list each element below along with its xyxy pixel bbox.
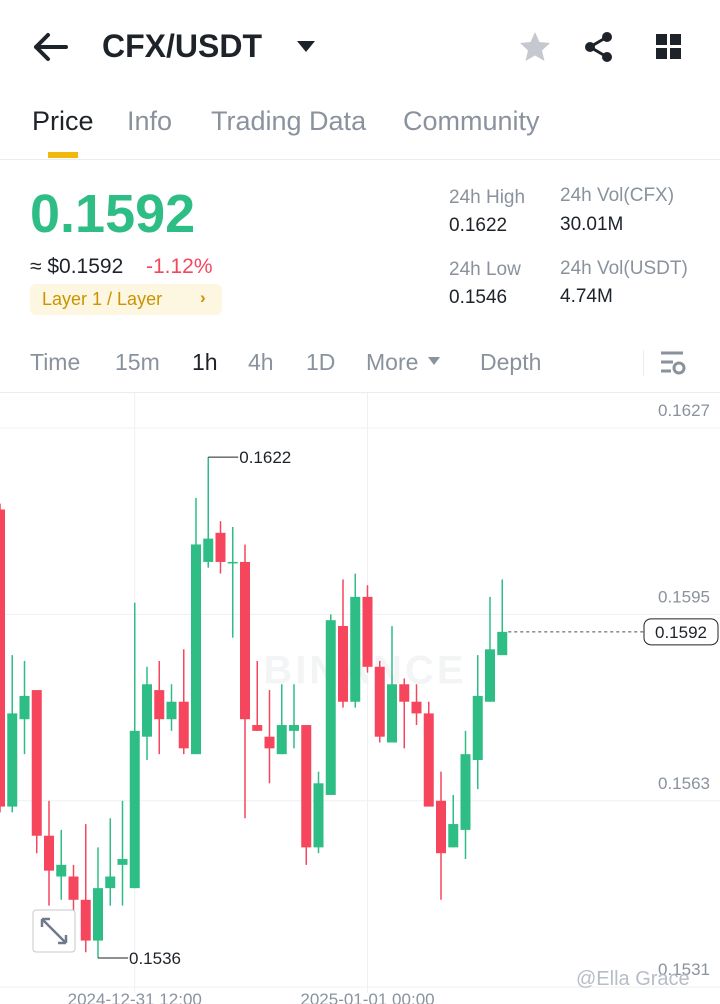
candle-body: [313, 783, 324, 848]
candle-body: [497, 631, 508, 656]
candle-body: [411, 701, 422, 714]
price-change: -1.12%: [146, 255, 213, 278]
candle-body: [142, 684, 152, 737]
timeframe[interactable]: 4h: [248, 349, 274, 375]
candle-body: [264, 736, 275, 749]
share-button[interactable]: [582, 30, 616, 64]
back-button[interactable]: [30, 30, 70, 64]
candle-body: [387, 684, 397, 743]
stat-value: 0.1546: [449, 287, 508, 308]
candle-body: [325, 620, 336, 795]
usd-price: ≈ $0.1592: [30, 255, 124, 278]
candle-body: [472, 695, 483, 760]
candle-body: [227, 561, 238, 564]
candle-body: [44, 835, 54, 871]
x-tick-label: 2024-12-31 12:00: [68, 990, 202, 1004]
candle-body: [485, 649, 495, 702]
timeframe[interactable]: Depth: [480, 349, 542, 375]
grid-menu[interactable]: [655, 33, 683, 61]
candle-body: [215, 532, 226, 562]
tab[interactable]: Price: [32, 106, 94, 136]
chart-settings[interactable]: [659, 350, 687, 376]
y-tick-label: 0.1563: [658, 774, 710, 793]
candle-body: [374, 666, 385, 737]
tab[interactable]: Community: [403, 106, 540, 136]
pair-title[interactable]: CFX/USDT: [102, 28, 262, 64]
candle-body: [0, 509, 5, 807]
stat-value: 30.01M: [560, 214, 624, 235]
candle-body: [252, 725, 263, 731]
separator: [643, 350, 644, 376]
candlestick-chart: BINANCE 2024-12-31 12:00 2025-01-01 00:00…: [0, 393, 720, 1004]
stat-label: 24h Vol(CFX): [560, 185, 675, 206]
tag-badge[interactable]: Layer 1 / Layer ›: [30, 284, 222, 315]
candle-body: [129, 730, 140, 889]
candle-body: [7, 713, 18, 807]
more-dropdown[interactable]: [427, 356, 441, 366]
min-marker-label: 0.1536: [129, 949, 181, 968]
stat-value: 0.1622: [449, 215, 508, 236]
candle-body: [399, 684, 410, 702]
candle-body: [68, 876, 79, 900]
y-tick-label: 0.1531: [658, 960, 710, 979]
timeframe[interactable]: 15m: [115, 349, 160, 375]
candle-body: [203, 538, 214, 562]
max-marker-label: 0.1622: [239, 448, 291, 467]
candle-body: [166, 701, 177, 720]
candle-body: [178, 701, 189, 749]
tag-text: Layer 1 / Layer: [42, 289, 163, 309]
stat-label: 24h Vol(USDT): [560, 258, 688, 279]
candle-body: [350, 596, 361, 702]
y-tick-label: 0.1627: [658, 401, 710, 420]
candle-body: [240, 561, 250, 720]
tag-arrow: ›: [200, 288, 206, 307]
timeframe[interactable]: 1h: [192, 349, 218, 375]
stat-label: 24h Low: [449, 259, 521, 280]
candle-body: [448, 824, 459, 848]
candle-body: [423, 713, 434, 807]
last-price-box: [643, 618, 719, 646]
divider: [0, 392, 720, 393]
candle-body: [154, 690, 165, 720]
favorite-star[interactable]: [518, 30, 552, 64]
candle-body: [436, 800, 446, 854]
candle-body: [105, 876, 116, 889]
divider: [0, 159, 720, 160]
pair-dropdown[interactable]: [296, 40, 316, 54]
candle-body: [80, 899, 91, 941]
candle-body: [56, 864, 67, 877]
x-tick-label: 2025-01-01 00:00: [300, 990, 434, 1004]
y-tick-label: 0.1595: [658, 587, 710, 606]
candle-body: [301, 725, 312, 848]
user-watermark: @Ella Grace: [576, 968, 690, 990]
candle-body: [93, 888, 103, 941]
zoom-icon: [40, 917, 68, 945]
candle-body: [362, 596, 373, 667]
tab[interactable]: Info: [127, 106, 173, 136]
candle-body: [276, 725, 287, 755]
candle-body: [19, 695, 30, 720]
stat-label: 24h High: [449, 187, 526, 208]
stat-value: 4.74M: [560, 286, 613, 307]
candle-body: [117, 859, 128, 865]
timeframe[interactable]: 1D: [306, 349, 336, 375]
candle-body: [289, 725, 299, 731]
last-price: 0.1592: [30, 184, 196, 244]
candle-body: [31, 690, 42, 836]
tab[interactable]: Trading Data: [211, 106, 367, 136]
tab-indicator: [48, 152, 78, 158]
last-price-label: 0.1592: [655, 623, 707, 642]
timeframe[interactable]: More: [366, 349, 419, 375]
candle-body: [338, 626, 348, 702]
candle-body: [191, 544, 201, 755]
timeframe[interactable]: Time: [30, 349, 81, 375]
candle-body: [460, 754, 471, 830]
